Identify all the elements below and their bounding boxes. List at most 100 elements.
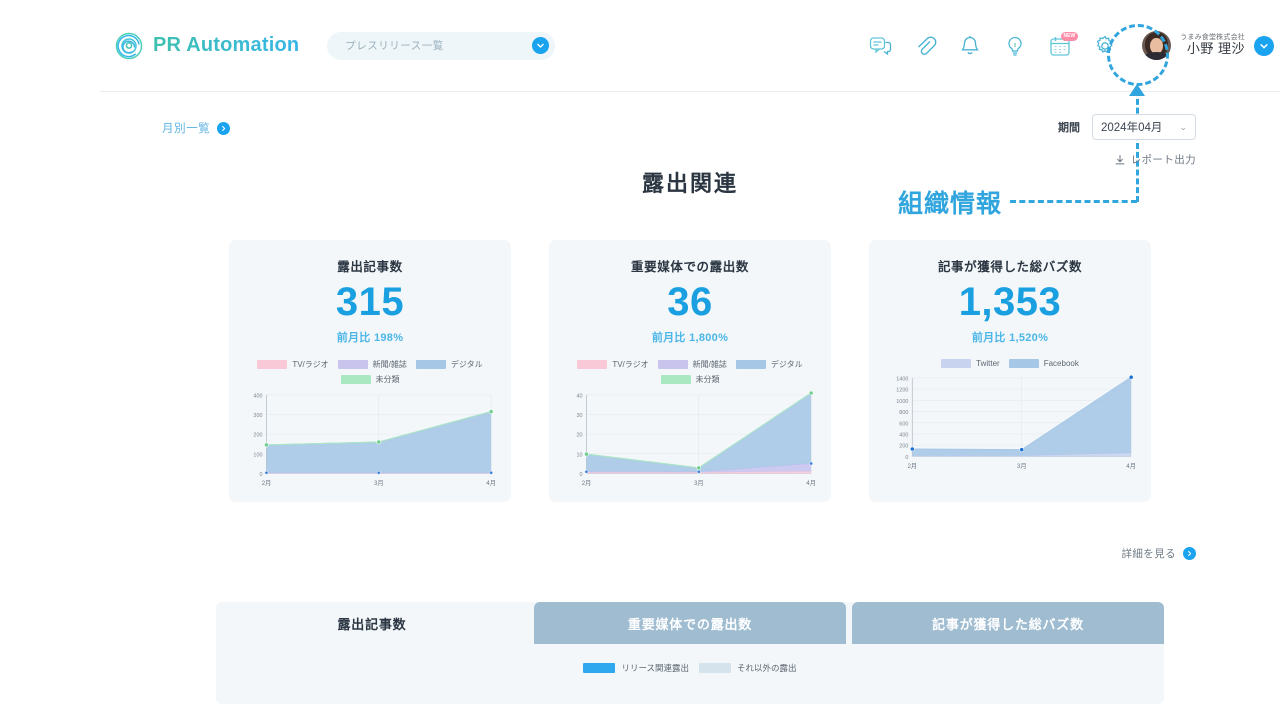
calendar-badge: NEW <box>1060 31 1079 41</box>
metric-card[interactable]: 露出記事数 315 前月比 198% TV/ラジオ 新聞/雑誌 デジタル 未分類… <box>229 240 511 502</box>
legend-swatch <box>340 375 371 384</box>
y-tick-label: 600 <box>899 421 908 427</box>
period-select[interactable]: 2024年04月 ⌄ <box>1092 114 1196 140</box>
data-point <box>489 470 494 475</box>
detail-row: 詳細を見る <box>100 546 1280 592</box>
main-content: 月別一覧 期間 2024年04月 ⌄ レポート出力 <box>100 92 1280 704</box>
legend-swatch <box>257 360 288 369</box>
report-export-label: レポート出力 <box>1130 154 1196 166</box>
header-icon-group: NEW うまみ食堂株式会社 小野 理沙 <box>868 31 1280 60</box>
card-title: 記事が獲得した総バズ数 <box>937 260 1083 274</box>
calendar-icon[interactable]: NEW <box>1048 31 1079 58</box>
download-icon <box>1114 154 1126 166</box>
data-point <box>584 469 589 474</box>
chevron-down-icon[interactable] <box>532 37 550 54</box>
x-tick-label: 2月 <box>582 479 592 487</box>
nav-select-press-release[interactable]: プレスリリース一覧 <box>327 31 556 60</box>
y-tick-label: 300 <box>253 413 262 419</box>
detail-link[interactable]: 詳細を見る <box>1122 546 1196 561</box>
data-point <box>696 465 702 471</box>
user-menu[interactable]: うまみ食堂株式会社 小野 理沙 <box>1142 31 1274 60</box>
tab-key-media-exposure[interactable]: 重要媒体での露出数 <box>534 602 846 644</box>
legend-swatch <box>337 360 368 369</box>
y-tick-label: 200 <box>899 444 908 450</box>
monthly-list-link[interactable]: 月別一覧 <box>162 120 231 136</box>
period-select-value: 2024年04月 <box>1101 122 1163 134</box>
brand-name: PR Automation <box>153 34 300 56</box>
gear-icon[interactable] <box>1093 34 1117 58</box>
area-chart: 0 10 20 30 40 2月 3月 4月 <box>563 391 817 489</box>
data-point <box>488 409 494 414</box>
chart-legend: Twitter Facebook <box>883 359 1137 368</box>
legend-swatch <box>415 360 446 369</box>
y-tick-label: 0 <box>259 472 262 478</box>
x-tick-label: 2月 <box>262 479 272 487</box>
area-chart-svg: 0 100 200 300 400 2月 3月 4月 <box>253 393 496 487</box>
chevron-down-icon: ⌄ <box>1179 121 1187 132</box>
chart-legend: TV/ラジオ 新聞/雑誌 デジタル 未分類 <box>563 359 817 385</box>
legend-item: TV/ラジオ <box>577 359 649 370</box>
lightbulb-icon[interactable] <box>1003 34 1027 58</box>
attachment-icon[interactable] <box>913 34 937 58</box>
area-chart: 0 200 400 600 800 1000 1200 1400 2月 3月 4月 <box>883 374 1137 472</box>
data-point <box>909 446 915 452</box>
user-chevron-down-icon[interactable] <box>1254 35 1274 56</box>
card-value: 36 <box>667 280 713 324</box>
chevron-right-icon <box>217 121 231 135</box>
annotation-label: 組織情報 <box>898 190 1003 218</box>
legend-label: 新聞/雑誌 <box>372 360 407 369</box>
card-title: 重要媒体での露出数 <box>631 260 749 274</box>
data-point <box>1128 374 1134 380</box>
user-text: うまみ食堂株式会社 小野 理沙 <box>1180 34 1245 57</box>
y-tick-label: 1200 <box>896 388 908 394</box>
card-delta: 前月比 1,520% <box>971 332 1049 344</box>
chart-legend: TV/ラジオ 新聞/雑誌 デジタル 未分類 <box>243 359 497 385</box>
legend-item: それ以外の露出 <box>699 662 797 674</box>
avatar <box>1142 31 1172 60</box>
legend-swatch <box>583 663 616 673</box>
y-tick-label: 30 <box>576 413 582 419</box>
data-point <box>1019 447 1025 452</box>
legend-swatch <box>941 359 972 368</box>
chat-icon[interactable] <box>868 34 892 58</box>
metric-card[interactable]: 重要媒体での露出数 36 前月比 1,800% TV/ラジオ 新聞/雑誌 デジタ… <box>549 240 831 502</box>
card-value: 315 <box>335 280 405 324</box>
data-point <box>809 461 814 466</box>
brand[interactable]: PR Automation <box>114 31 299 61</box>
legend-label: 未分類 <box>375 375 400 384</box>
card-title: 露出記事数 <box>337 260 403 274</box>
tab-bar: 露出記事数 重要媒体での露出数 記事が獲得した総バズ数 <box>216 602 1164 644</box>
y-tick-label: 800 <box>899 410 908 416</box>
user-company: うまみ食堂株式会社 <box>1180 34 1245 41</box>
legend-swatch <box>699 663 732 673</box>
x-tick-label: 3月 <box>1017 462 1027 470</box>
area-chart-svg: 0 200 400 600 800 1000 1200 1400 2月 3月 4月 <box>896 374 1136 470</box>
spiral-logo-icon <box>114 31 144 61</box>
legend-label: 新聞/雑誌 <box>692 360 727 369</box>
legend-item: デジタル <box>415 359 483 370</box>
app-header: PR Automation プレスリリース一覧 <box>100 0 1280 92</box>
x-tick-label: 3月 <box>374 479 384 487</box>
metric-card-group: 露出記事数 315 前月比 198% TV/ラジオ 新聞/雑誌 デジタル 未分類… <box>100 240 1280 502</box>
tab-total-buzz[interactable]: 記事が獲得した総バズ数 <box>852 602 1164 644</box>
y-tick-label: 10 <box>576 452 582 458</box>
data-point <box>376 439 382 445</box>
area-chart-svg: 0 10 20 30 40 2月 3月 4月 <box>576 391 816 487</box>
y-tick-label: 20 <box>576 433 582 439</box>
bell-icon[interactable] <box>958 34 982 58</box>
legend-label: TV/ラジオ <box>612 360 649 369</box>
area-chart: 0 100 200 300 400 2月 3月 4月 <box>243 391 497 489</box>
y-tick-label: 100 <box>253 452 262 458</box>
legend-label: デジタル <box>450 360 483 369</box>
legend-item: Twitter <box>941 359 1000 368</box>
sub-toolbar: 月別一覧 期間 2024年04月 ⌄ レポート出力 <box>100 92 1280 166</box>
legend-swatch <box>735 360 766 369</box>
monthly-list-label: 月別一覧 <box>162 123 211 135</box>
metric-card[interactable]: 記事が獲得した総バズ数 1,353 前月比 1,520% Twitter Fac… <box>869 240 1151 502</box>
area-series <box>912 452 1132 457</box>
report-export-link[interactable]: レポート出力 <box>1114 152 1196 167</box>
data-point <box>264 442 269 448</box>
tab-exposure-articles[interactable]: 露出記事数 <box>216 602 528 644</box>
data-point <box>264 470 269 475</box>
y-tick-label: 40 <box>576 393 582 399</box>
